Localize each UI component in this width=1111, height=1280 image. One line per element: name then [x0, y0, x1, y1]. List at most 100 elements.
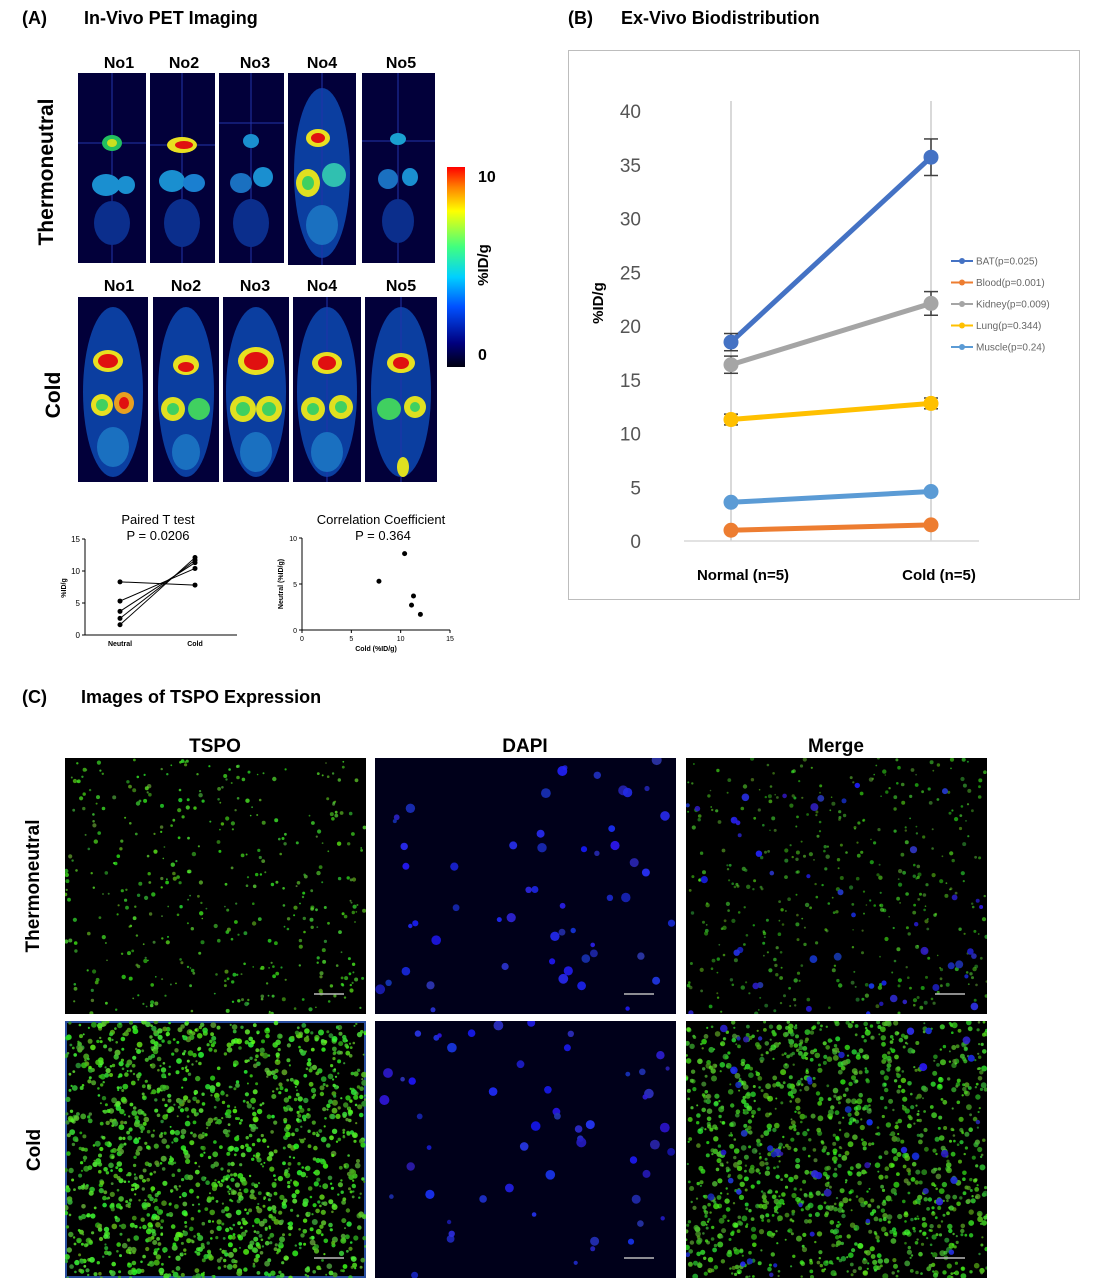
tspo-thermoneutral-image: [65, 758, 366, 1014]
paired-chart-pvalue: P = 0.0206: [126, 528, 189, 543]
legend-entry: Muscle(p=0.24): [976, 343, 1045, 354]
mouse-label: No1: [103, 278, 135, 295]
data-point: [117, 608, 123, 614]
pet-colorbar: 10 0 %ID/g: [447, 167, 496, 367]
data-point: [923, 149, 939, 165]
pair-line: [119, 562, 196, 612]
mouse-label: No5: [385, 55, 417, 72]
x-tick-label: Cold: [187, 641, 203, 648]
y-tick-label: 10: [71, 567, 80, 576]
tspo-cold-image: [65, 1021, 366, 1278]
y-tick-label: 15: [620, 371, 641, 392]
data-point: [117, 598, 123, 604]
x-tick-label: 5: [349, 636, 353, 643]
y-axis-label: %ID/g: [61, 578, 68, 597]
data-point: [192, 555, 198, 561]
panel-b-letter: (B): [568, 8, 593, 28]
data-point: [192, 582, 198, 588]
y-tick-label: 30: [620, 210, 641, 231]
colorbar-label: %ID/g: [475, 244, 492, 286]
series-line: [730, 301, 932, 368]
mouse-label: No2: [170, 278, 202, 295]
data-point: [723, 357, 739, 373]
legend-entry: Kidney(p=0.009): [976, 300, 1050, 311]
legend-swatch-marker: [959, 279, 965, 286]
correlation-chart-title: Correlation Coefficient: [317, 512, 446, 527]
microscopy-texture: [65, 1021, 366, 1278]
merge-thermoneutral-image: [686, 758, 987, 1014]
data-point: [923, 395, 939, 411]
column-title-tspo: TSPO: [189, 736, 241, 757]
row-label-thermoneutral-micro: Thermoneutral: [23, 819, 44, 953]
column-title-merge: Merge: [808, 736, 864, 757]
pair-line: [119, 581, 196, 586]
pair-line: [119, 559, 196, 619]
y-axis-label: Neutral (%ID/g): [278, 559, 285, 609]
data-point: [402, 551, 408, 557]
y-tick-label: 15: [71, 535, 80, 544]
mouse-label: No4: [306, 55, 338, 72]
y-tick-label: 40: [620, 102, 641, 123]
x-tick-label: 10: [397, 636, 405, 643]
mouse-label: No3: [239, 278, 271, 295]
y-tick-label: 5: [293, 582, 297, 589]
panel-b-title: Ex-Vivo Biodistribution: [621, 8, 820, 28]
y-tick-label: 0: [630, 532, 641, 553]
y-tick-label: 20: [620, 317, 641, 338]
data-point: [723, 334, 739, 350]
mouse-label: No3: [239, 55, 271, 72]
x-tick-label: 15: [446, 636, 454, 643]
data-point: [376, 578, 382, 584]
legend-swatch-marker: [959, 344, 965, 350]
data-point: [417, 611, 423, 617]
y-tick-label: 35: [620, 156, 641, 177]
pet-image-thermo-3: [219, 73, 284, 263]
data-point: [117, 579, 123, 585]
legend-swatch-marker: [959, 301, 965, 307]
data-point: [723, 522, 739, 538]
legend-entry: Blood(p=0.001): [976, 278, 1045, 289]
x-tick-label: Neutral: [108, 641, 132, 648]
data-point: [723, 412, 739, 428]
pet-image-thermo-4: [288, 73, 356, 265]
y-axis-label: %ID/g: [590, 282, 607, 324]
x-tick-label: Normal (n=5): [697, 567, 789, 584]
data-point: [192, 565, 198, 571]
legend-swatch-marker: [959, 258, 965, 264]
biodistribution-frame: [568, 50, 1080, 600]
y-tick-label: 0: [293, 628, 297, 635]
panel-a-title: In-Vivo PET Imaging: [84, 8, 258, 28]
row-label-cold-micro: Cold: [24, 1128, 45, 1172]
mouse-label: No4: [306, 278, 338, 295]
microscopy-texture: [686, 758, 987, 1014]
pet-image-thermo-2: [150, 73, 215, 263]
x-tick-label: Cold (n=5): [902, 567, 976, 584]
colorbar-min: 0: [478, 347, 487, 364]
y-tick-label: 0: [76, 631, 81, 640]
pet-image-cold-3: [223, 297, 289, 482]
microscopy-texture: [379, 1021, 675, 1278]
legend-swatch-marker: [959, 322, 965, 329]
row-label-cold: Cold: [42, 371, 65, 419]
pet-image-cold-1: [78, 297, 148, 482]
series-line: [729, 155, 933, 344]
panel-c-title: Images of TSPO Expression: [81, 687, 322, 707]
row-label-thermoneutral: Thermoneutral: [35, 98, 58, 246]
y-tick-label: 10: [289, 536, 297, 543]
legend-entry: BAT(p=0.025): [976, 257, 1038, 268]
y-tick-label: 10: [620, 425, 641, 446]
data-point: [923, 295, 939, 311]
dapi-thermoneutral-image: [375, 758, 676, 1014]
paired-chart-title: Paired T test: [121, 512, 195, 527]
panel-c-letter: (C): [22, 687, 47, 707]
series-line: [730, 400, 932, 423]
y-tick-label: 5: [76, 599, 81, 608]
x-tick-label: 0: [300, 636, 304, 643]
column-title-dapi: DAPI: [502, 736, 548, 757]
data-point: [923, 484, 939, 500]
colorbar-max: 10: [478, 169, 496, 186]
data-point: [409, 602, 415, 608]
series-line: [730, 522, 932, 533]
